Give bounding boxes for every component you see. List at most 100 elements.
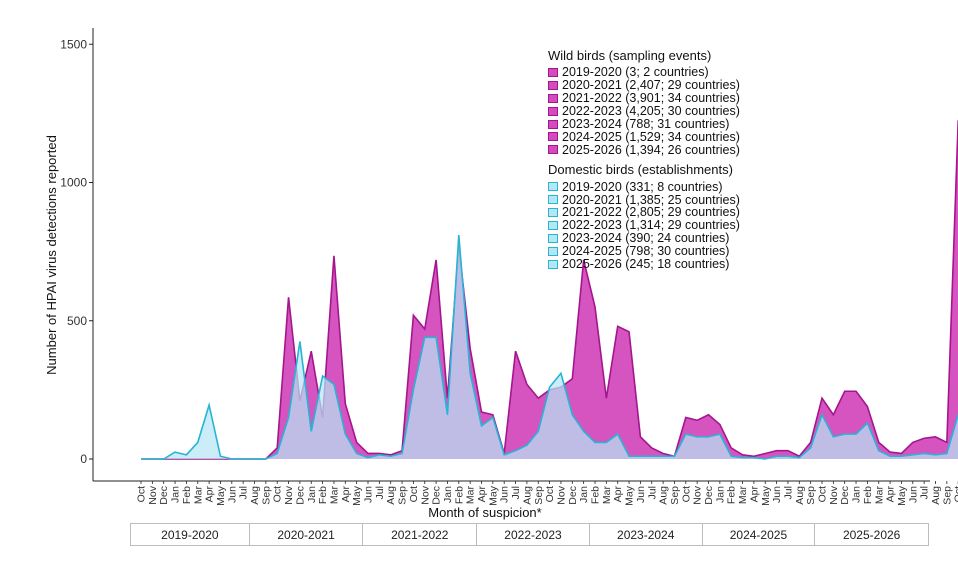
x-tick-label: Jan (306, 486, 318, 503)
season-label: 2023-2024 (590, 524, 703, 545)
legend-item: 2019-2020 (3; 2 countries) (548, 65, 740, 80)
x-tick-label: Sep (260, 486, 272, 505)
x-tick-label: Mar (192, 486, 204, 505)
x-tick-label: Oct (272, 486, 284, 502)
legend-label: 2020-2021 (1,385; 25 countries) (562, 192, 740, 207)
y-tick-label: 500 (67, 314, 87, 328)
legend-item: 2024-2025 (798; 30 countries) (548, 244, 740, 259)
legend-swatch (548, 233, 558, 243)
x-tick-label: May (760, 485, 772, 506)
legend-item: 2025-2026 (245; 18 countries) (548, 257, 740, 272)
legend-label: 2022-2023 (1,314; 29 countries) (562, 218, 740, 233)
x-tick-label: Jul (510, 486, 522, 499)
x-tick-label: Mar (328, 486, 340, 505)
x-tick-label: Nov (419, 485, 431, 504)
y-tick-label: 1500 (60, 37, 87, 51)
legend-swatch (548, 119, 558, 129)
x-tick-label: Sep (669, 486, 681, 505)
legend-title: Domestic birds (establishments) (548, 162, 733, 178)
legend-label: 2019-2020 (331; 8 countries) (562, 179, 723, 194)
legend-item: 2023-2024 (788; 31 countries) (548, 117, 740, 132)
x-tick-label: Jul (919, 486, 931, 499)
legend-swatch (548, 80, 558, 90)
x-tick-label: Mar (737, 486, 749, 505)
x-tick-label: Sep (805, 486, 817, 505)
legend-item: 2022-2023 (1,314; 29 countries) (548, 218, 740, 233)
x-tick-label: Nov (555, 485, 567, 504)
x-tick-label: Apr (340, 486, 352, 503)
x-tick-label: Jul (782, 486, 794, 499)
x-tick-label: Jan (578, 486, 590, 503)
x-tick-label: Mar (601, 486, 613, 505)
legend-swatch (548, 195, 558, 205)
x-tick-label: May (487, 485, 499, 506)
x-tick-label: May (896, 485, 908, 506)
x-tick-label: Apr (612, 486, 624, 503)
x-tick-label: Feb (317, 486, 329, 504)
season-label: 2021-2022 (363, 524, 478, 545)
season-label: 2022-2023 (477, 524, 590, 545)
x-tick-label: Dec (567, 486, 579, 505)
x-tick-label: Jan (170, 486, 182, 503)
x-tick-label: Aug (521, 486, 533, 505)
legend-swatch (548, 132, 558, 142)
legend-swatch (548, 259, 558, 269)
legend-swatch (548, 182, 558, 192)
legend-swatch (548, 67, 558, 77)
y-axis-label: Number of HPAI virus detections reported (44, 135, 59, 375)
x-tick-label: Nov (283, 485, 295, 504)
y-tick-label: 1000 (60, 176, 87, 190)
legend-label: 2023-2024 (390; 24 countries) (562, 231, 730, 246)
x-tick-label: Aug (794, 486, 806, 505)
series-domestic-line (141, 234, 958, 460)
x-tick-label: Feb (862, 486, 874, 504)
x-tick-label: Jun (499, 486, 511, 503)
legend-label: 2019-2020 (3; 2 countries) (562, 65, 709, 80)
legend-swatch (548, 207, 558, 217)
x-tick-label: Dec (431, 486, 443, 505)
x-tick-label: Oct (408, 486, 420, 502)
x-tick-label: Jun (635, 486, 647, 503)
legend-item: 2022-2023 (4,205; 30 countries) (548, 104, 740, 119)
legend-label: 2022-2023 (4,205; 30 countries) (562, 104, 740, 119)
x-tick-label: Aug (930, 486, 942, 505)
x-axis-label: Month of suspicion* (428, 505, 541, 520)
x-tick-label: Jun (907, 486, 919, 503)
x-tick-label: Oct (817, 486, 829, 502)
x-tick-label: Apr (885, 486, 897, 503)
legend-item: 2021-2022 (3,901; 34 countries) (548, 91, 740, 105)
x-tick-label: Mar (465, 486, 477, 505)
legend-item: 2019-2020 (331; 8 countries) (548, 179, 740, 194)
legend-label: 2025-2026 (1,394; 26 countries) (562, 142, 740, 157)
x-tick-label: Apr (204, 486, 216, 503)
x-tick-label: Jun (771, 486, 783, 503)
legend-item: 2020-2021 (1,385; 25 countries) (548, 192, 740, 207)
legend-label: 2024-2025 (1,529; 34 countries) (562, 129, 740, 144)
x-tick-label: Aug (249, 486, 261, 505)
x-tick-label: Jun (363, 486, 375, 503)
legend-label: 2023-2024 (788; 31 countries) (562, 117, 730, 132)
x-tick-label: Oct (544, 486, 556, 502)
season-label: 2024-2025 (703, 524, 816, 545)
x-tick-label: May (351, 485, 363, 506)
x-tick-label: Nov (692, 485, 704, 504)
legend-label: 2024-2025 (798; 30 countries) (562, 244, 730, 259)
legend-item: 2024-2025 (1,529; 34 countries) (548, 129, 740, 144)
legend-label: 2020-2021 (2,407; 29 countries) (562, 78, 740, 93)
x-tick-label: Jul (646, 486, 658, 499)
x-tick-label: Sep (397, 486, 409, 505)
legend-title: Wild birds (sampling events) (548, 48, 712, 63)
x-tick-label: Dec (294, 486, 306, 505)
x-tick-label: Nov (828, 485, 840, 504)
x-tick-label: Mar (873, 486, 885, 505)
legend-swatch (548, 106, 558, 116)
legend-label: 2025-2026 (245; 18 countries) (562, 257, 730, 272)
x-tick-label: Dec (703, 486, 715, 505)
x-tick-label: Feb (726, 486, 738, 504)
x-tick-label: Oct (136, 486, 148, 502)
x-tick-label: Feb (453, 486, 465, 504)
x-tick-label: Jul (374, 486, 386, 499)
legend-swatch (548, 220, 558, 230)
x-tick-label: Jan (714, 486, 726, 503)
